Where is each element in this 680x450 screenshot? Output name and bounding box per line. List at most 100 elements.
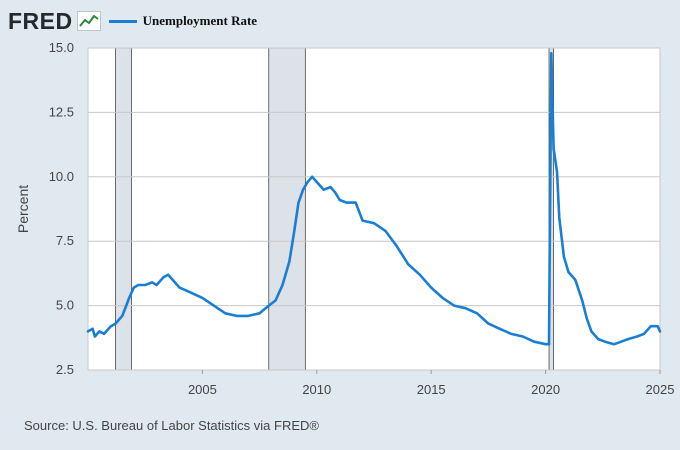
data-point: [418, 273, 421, 276]
data-point: [656, 325, 659, 328]
data-point: [224, 312, 227, 315]
data-point: [86, 330, 90, 333]
data-point: [597, 337, 600, 341]
data-point: [212, 304, 215, 307]
data-point: [155, 283, 158, 287]
data-point: [620, 340, 623, 343]
data-point: [322, 188, 325, 191]
data-point: [354, 201, 357, 204]
data-point: [562, 255, 566, 258]
recession-band: [268, 47, 306, 371]
data-point: [658, 330, 662, 333]
x-tick-label: 2005: [188, 382, 217, 397]
data-point: [613, 343, 616, 346]
data-point: [281, 283, 284, 287]
data-point: [235, 314, 238, 318]
data-point: [487, 322, 490, 325]
y-tick-label: 5.0: [56, 298, 74, 313]
data-point: [372, 222, 376, 225]
data-point: [144, 283, 147, 287]
data-point: [533, 340, 536, 343]
data-point: [544, 343, 547, 346]
data-point: [306, 180, 309, 184]
data-point: [267, 304, 270, 307]
x-tick-label: 2020: [531, 382, 560, 397]
data-point: [550, 52, 553, 55]
data-point: [555, 170, 559, 173]
data-point: [258, 312, 261, 315]
data-point: [407, 263, 410, 266]
data-point: [173, 281, 177, 284]
x-tick-label: 2025: [646, 382, 675, 397]
data-point: [430, 286, 433, 289]
chart-header: FRED Unemployment Rate: [8, 6, 257, 36]
data-point: [301, 188, 305, 191]
data-point: [552, 147, 555, 150]
data-point: [642, 332, 646, 336]
data-point: [315, 180, 318, 184]
data-point: [603, 340, 607, 343]
source-note: Source: U.S. Bureau of Labor Statistics …: [24, 418, 319, 433]
data-point: [338, 198, 341, 202]
data-point: [498, 327, 501, 330]
data-point: [150, 281, 154, 284]
data-point: [361, 219, 364, 222]
fred-graph-icon: [76, 11, 101, 31]
y-axis-label: Percent: [15, 185, 31, 233]
data-point: [574, 278, 577, 281]
x-tick-label: 2010: [302, 382, 331, 397]
data-point: [581, 299, 584, 302]
data-point: [162, 276, 165, 279]
data-point: [626, 337, 630, 341]
data-point: [384, 229, 387, 232]
data-point: [102, 332, 106, 336]
data-point: [636, 335, 639, 338]
data-point: [98, 330, 101, 333]
data-point: [109, 325, 112, 328]
data-point: [201, 296, 204, 299]
data-point: [521, 335, 524, 338]
data-point: [297, 201, 300, 204]
plot-area: [88, 48, 660, 370]
data-point: [114, 322, 117, 325]
data-point: [567, 271, 570, 274]
data-point: [547, 343, 551, 346]
data-point: [475, 312, 479, 315]
data-point: [345, 201, 348, 204]
legend-series-label: Unemployment Rate: [142, 13, 258, 28]
y-tick-label: 10.0: [49, 169, 74, 184]
data-point: [121, 314, 124, 318]
data-point: [329, 186, 332, 189]
data-point: [137, 283, 140, 287]
data-point: [132, 286, 135, 289]
data-point: [585, 317, 588, 320]
data-point: [441, 296, 444, 299]
data-point: [189, 291, 193, 294]
y-tick-label: 7.5: [56, 233, 74, 248]
y-tick-label: 15.0: [49, 40, 74, 55]
data-point: [649, 325, 652, 328]
legend-series-line: [108, 19, 137, 23]
data-point: [334, 191, 337, 194]
fred-logo: FRED: [8, 7, 73, 34]
data-point: [590, 330, 593, 333]
y-tick-label: 12.5: [49, 104, 74, 119]
x-tick-label: 2015: [417, 382, 446, 397]
data-point: [288, 260, 291, 263]
data-point: [452, 304, 456, 307]
data-point: [292, 232, 296, 235]
data-point: [464, 307, 467, 310]
data-point: [510, 332, 513, 336]
data-point: [274, 299, 277, 302]
data-point: [166, 273, 170, 276]
data-point: [178, 286, 181, 289]
data-point: [107, 327, 110, 330]
data-point: [558, 216, 561, 220]
y-tick-label: 2.5: [56, 362, 74, 377]
data-point: [93, 335, 96, 338]
data-point: [91, 327, 94, 330]
data-point: [247, 314, 250, 318]
data-point: [128, 296, 131, 299]
data-point: [311, 175, 314, 178]
